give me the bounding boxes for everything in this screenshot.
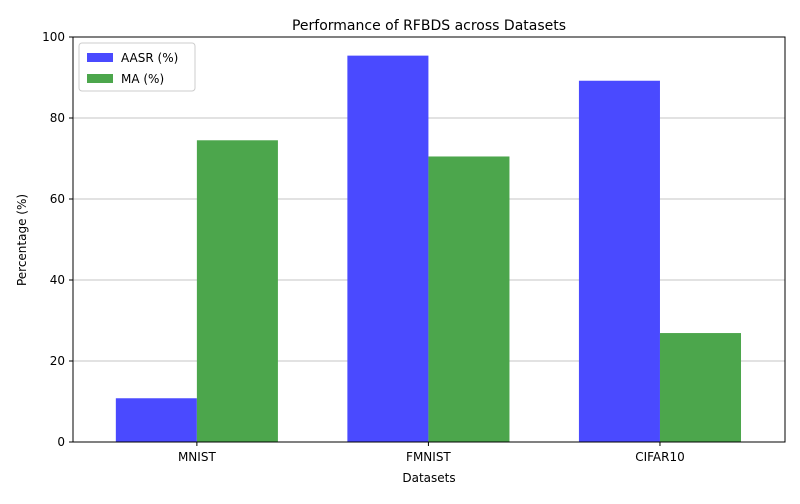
- y-axis-ticks: 0 20 40 60 80 100: [42, 30, 73, 449]
- bar-aasr-mnist: [115, 398, 197, 442]
- y-tick-label: 60: [50, 192, 65, 206]
- y-tick-label: 80: [50, 111, 65, 125]
- x-tick-label: FMNIST: [406, 450, 451, 464]
- x-axis-ticks: MNIST FMNIST CIFAR10: [178, 442, 685, 464]
- bar-aasr-cifar10: [578, 80, 660, 443]
- legend: AASR (%) MA (%): [78, 42, 196, 92]
- x-tick-label: CIFAR10: [635, 450, 685, 464]
- bar-aasr-fmnist: [347, 55, 429, 442]
- bar-ma-cifar10: [659, 333, 742, 442]
- legend-swatch: [87, 74, 113, 83]
- bars: [115, 55, 742, 443]
- y-tick-label: 20: [50, 354, 65, 368]
- x-tick-label: MNIST: [178, 450, 216, 464]
- chart-title: Performance of RFBDS across Datasets: [292, 18, 566, 34]
- legend-label: MA (%): [121, 72, 164, 86]
- y-axis-label: Percentage (%): [15, 194, 29, 286]
- x-axis-label: Datasets: [402, 471, 455, 485]
- bar-ma-fmnist: [428, 156, 510, 442]
- legend-swatch: [87, 53, 113, 62]
- y-tick-label: 100: [42, 30, 65, 44]
- plot-frame: [72, 36, 786, 443]
- y-tick-label: 40: [50, 273, 65, 287]
- bar-ma-mnist: [196, 140, 278, 442]
- y-tick-label: 0: [57, 435, 65, 449]
- legend-label: AASR (%): [121, 51, 178, 65]
